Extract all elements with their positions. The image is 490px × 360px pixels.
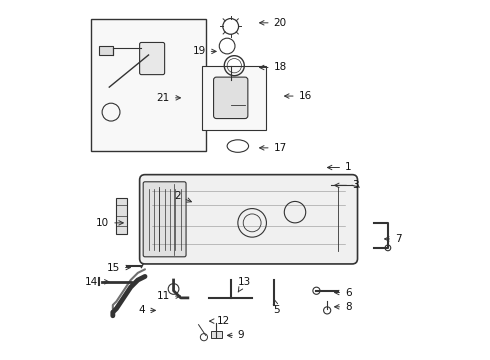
FancyBboxPatch shape <box>92 19 206 152</box>
Bar <box>117 198 127 234</box>
Text: 17: 17 <box>260 143 287 153</box>
Text: 6: 6 <box>335 288 352 297</box>
Text: 11: 11 <box>157 291 180 301</box>
Text: 16: 16 <box>285 91 312 101</box>
FancyBboxPatch shape <box>140 42 165 75</box>
Text: 10: 10 <box>96 218 123 228</box>
Text: 13: 13 <box>238 277 251 292</box>
Text: 5: 5 <box>273 300 280 315</box>
Text: 21: 21 <box>157 93 180 103</box>
Text: 2: 2 <box>174 191 192 202</box>
Text: 7: 7 <box>385 234 402 244</box>
Text: 3: 3 <box>335 180 359 190</box>
Text: 15: 15 <box>107 262 130 273</box>
Bar <box>98 46 113 55</box>
Text: 18: 18 <box>260 63 287 72</box>
Text: 14: 14 <box>85 277 109 287</box>
FancyBboxPatch shape <box>202 66 267 130</box>
Text: 19: 19 <box>193 46 216 57</box>
Text: 9: 9 <box>227 330 245 341</box>
FancyBboxPatch shape <box>140 175 358 264</box>
Text: 8: 8 <box>335 302 352 312</box>
Text: 4: 4 <box>138 305 155 315</box>
Text: 20: 20 <box>260 18 287 28</box>
FancyBboxPatch shape <box>143 182 186 257</box>
Bar <box>211 332 222 338</box>
Text: 1: 1 <box>327 162 352 172</box>
FancyBboxPatch shape <box>214 77 248 118</box>
Text: 12: 12 <box>210 316 230 326</box>
